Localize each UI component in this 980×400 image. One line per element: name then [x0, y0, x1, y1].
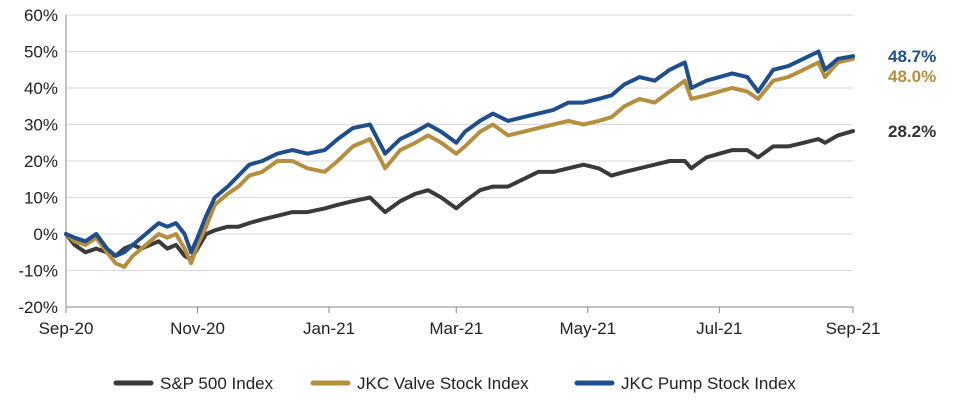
x-tick-label: Mar-21 — [429, 319, 483, 338]
series-end-label: 48.0% — [888, 67, 936, 86]
x-tick-label: Sep-20 — [39, 319, 94, 338]
y-tick-label: 40% — [24, 79, 58, 98]
x-tick-label: May-21 — [559, 319, 616, 338]
y-tick-label: 50% — [24, 43, 58, 62]
legend-label: JKC Valve Stock Index — [357, 374, 529, 393]
series-line — [64, 129, 855, 262]
y-tick-label: 30% — [24, 116, 58, 135]
series-line — [64, 49, 855, 258]
y-tick-label: -20% — [18, 298, 58, 317]
end-label-layer: 48.7%48.0% 28.2% — [888, 47, 936, 141]
series-end-label: 28.2% — [888, 122, 936, 141]
legend-label: S&P 500 Index — [160, 374, 274, 393]
y-tick-label: 0% — [33, 225, 58, 244]
x-tick-label: Jul-21 — [696, 319, 742, 338]
series-end-label: 48.7% — [888, 47, 936, 66]
axis-layer: -20% -10% 0% 10% 20% 30% 40% 50% 60% Sep-20 Nov-20… — [18, 6, 880, 338]
legend: S&P 500 Index JKC Valve Stock Index JKC Pu… — [113, 374, 796, 393]
y-tick-label: 60% — [24, 6, 58, 25]
x-tick-label: Nov-20 — [170, 319, 225, 338]
legend-label: JKC Pump Stock Index — [621, 374, 796, 393]
series-line — [64, 56, 855, 269]
series-layer — [64, 49, 855, 269]
grid-layer — [66, 14, 853, 308]
y-tick-label: 20% — [24, 152, 58, 171]
y-tick-label: 10% — [24, 189, 58, 208]
y-tick-label: -10% — [18, 262, 58, 281]
x-tick-label: Jan-21 — [303, 319, 355, 338]
x-tick-label: Sep-21 — [826, 319, 881, 338]
